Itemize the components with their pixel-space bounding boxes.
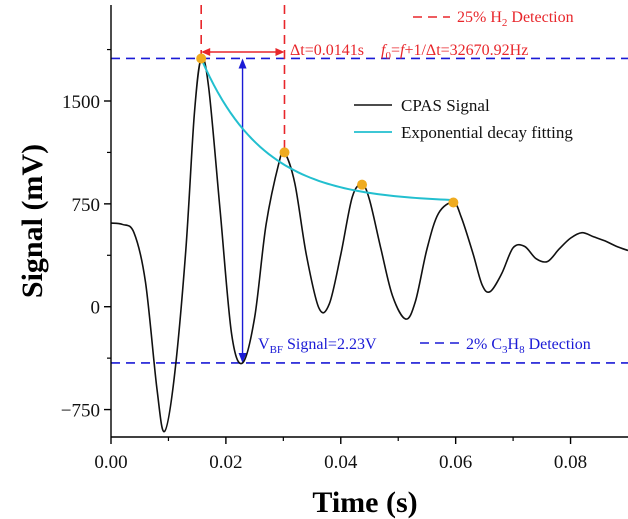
plot-lines-layer — [110, 5, 628, 433]
y-tick-label-3: 1500 — [62, 92, 100, 113]
vbf-arrowhead-bottom — [238, 352, 247, 363]
y-tick-label-0: −750 — [61, 401, 100, 422]
y-tick-label-1: 0 — [91, 298, 101, 319]
delta-t-label: Δt=0.0141s — [290, 42, 364, 59]
vbf-label: VBF Signal=2.23V — [258, 336, 377, 356]
x-tick-label-2: 0.04 — [324, 452, 358, 473]
y-tick-label-2: 750 — [72, 195, 101, 216]
plot-marks-layer — [196, 53, 459, 208]
x-tick-label-3: 0.06 — [439, 452, 472, 473]
vbf-arrowhead-top — [238, 58, 247, 69]
legend-c3h8: 2% C3H8 Detection — [420, 336, 591, 356]
fit-marker-2 — [279, 147, 290, 158]
legend: CPAS Signal Exponential decay fitting — [354, 96, 573, 142]
ticks-layer: 0.00 0.02 0.04 0.06 0.08 −750 0 750 1500 — [61, 48, 587, 473]
f0-label: f0=f+1/Δt=32670.92Hz — [381, 42, 528, 62]
legend-h2: 25% H2 Detection — [413, 9, 574, 29]
y-axis-title: Signal (mV) — [16, 144, 49, 298]
series-exponential-fit — [200, 58, 454, 202]
delta-t-arrowhead-right — [275, 48, 285, 56]
x-tick-label-0: 0.00 — [94, 452, 127, 473]
fit-marker-1 — [196, 53, 207, 64]
legend-c3h8-label: 2% C3H8 Detection — [466, 336, 591, 356]
delta-t-arrowhead-left — [201, 48, 211, 56]
legend-h2-label: 25% H2 Detection — [457, 9, 574, 29]
legend-cpas-label: CPAS Signal — [401, 96, 490, 115]
axes-layer — [110, 5, 628, 438]
series-cpas-signal — [110, 56, 628, 433]
fit-marker-3 — [357, 179, 368, 190]
legend-fit-label: Exponential decay fitting — [401, 123, 573, 142]
x-tick-label-4: 0.08 — [554, 452, 587, 473]
fit-marker-4 — [448, 197, 459, 208]
x-axis-title: Time (s) — [312, 486, 417, 519]
x-tick-label-1: 0.02 — [209, 452, 242, 473]
